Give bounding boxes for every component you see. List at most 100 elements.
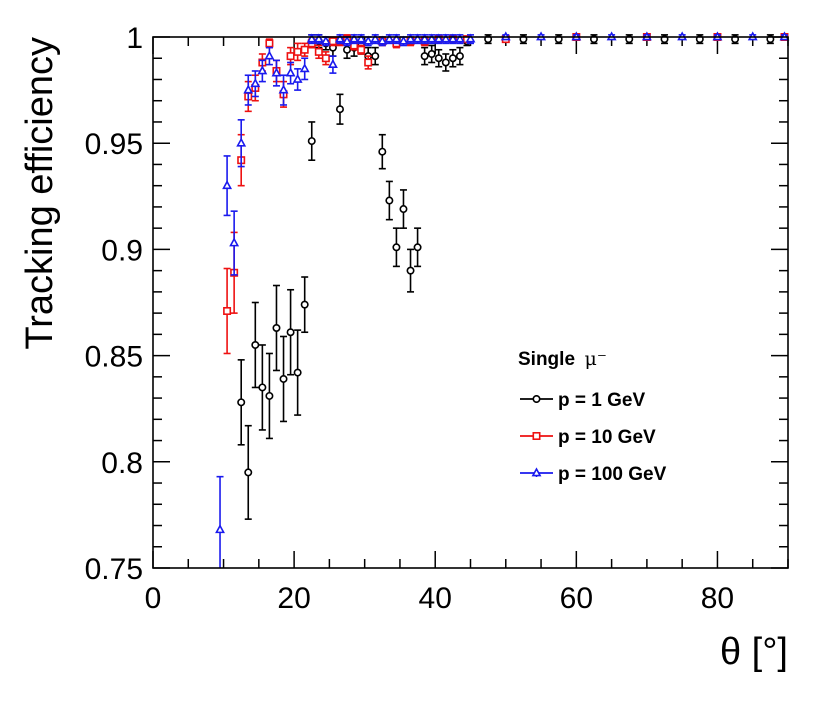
data-marker [349,33,360,43]
data-marker [399,205,408,214]
data-point [455,46,464,66]
data-marker [271,67,282,77]
data-point [356,33,367,45]
data-marker [377,35,388,45]
data-marker [307,137,316,146]
data-point [292,68,303,91]
data-marker [419,33,430,43]
data-marker [392,243,401,252]
data-marker [441,58,450,67]
data-point [405,33,416,45]
x-tick-label: 60 [560,582,593,615]
legend-marker [532,431,541,440]
data-marker [420,52,429,61]
data-marker [237,398,246,407]
data-marker [244,468,253,477]
axes: 0 20 40 60 80 0.75 0.8 0.85 0.9 0.95 1 [85,22,789,615]
data-point [589,34,598,45]
data-point [441,53,450,72]
data-marker [412,33,423,43]
data-point [454,33,465,45]
data-marker [357,45,366,54]
data-point [406,248,415,293]
data-marker [278,84,289,94]
data-point [257,59,268,83]
data-marker [320,35,331,45]
data-marker [440,33,451,43]
legend-entry: p = 10 GeV [520,427,656,448]
data-marker [300,45,309,54]
data-marker [384,33,395,43]
data-marker [250,78,261,88]
data-marker [265,391,274,400]
data-marker [314,47,323,56]
data-marker [279,374,288,383]
y-tick-label: 1 [126,22,143,55]
data-point [286,288,295,376]
legend-label: p = 10 GeV [558,427,656,448]
data-point [236,119,247,168]
x-tick-label: 40 [419,582,452,615]
data-marker [364,58,373,67]
data-marker [335,105,344,114]
data-marker [285,67,296,77]
legend-title: Single μ⁻ [518,348,607,370]
data-point [215,475,225,568]
legend-entry: p = 1 GeV [520,390,645,411]
legend-title-symbol: μ⁻ [584,348,606,370]
data-marker [378,147,387,156]
data-marker [342,35,352,45]
data-marker [293,47,302,56]
data-point [264,46,275,66]
data-marker [405,33,416,43]
data-marker [447,33,458,43]
plot-frame [152,36,789,569]
data-point [625,34,634,45]
data-point [293,329,302,416]
data-point [731,34,740,45]
data-point [222,155,233,217]
data-point [300,276,309,334]
data-marker [454,33,465,43]
data-point [370,33,381,45]
data-marker [300,300,309,309]
data-point [371,46,380,66]
data-point [237,359,246,446]
data-point [434,48,443,68]
legend-title-word: Single [518,349,575,370]
legend-marker [531,467,542,477]
data-marker [306,33,317,43]
y-tick-label: 0.8 [101,447,143,480]
legend-entry: p = 100 GeV [520,464,667,485]
data-marker [265,39,274,48]
x-axis-title: θ [°] [720,631,788,673]
data-point [244,424,253,520]
data-marker [335,33,345,43]
data-marker [363,35,374,45]
data-point [314,44,323,60]
data-marker [321,54,330,63]
y-axis-title: Tracking efficiency [19,37,61,350]
x-tick-label: 20 [277,582,310,615]
data-marker [223,306,232,315]
data-point [399,189,408,229]
data-point [554,34,563,45]
data-marker [328,37,337,46]
data-marker [465,33,476,43]
data-marker [385,196,394,205]
data-marker [398,35,409,45]
data-marker [433,33,444,43]
data-marker [243,84,254,94]
data-point [427,44,436,64]
data-marker [286,328,295,337]
data-point [660,34,669,45]
data-marker [455,52,464,61]
data-marker [251,340,260,349]
data-marker [236,137,247,147]
data-marker [371,52,380,61]
data-marker [293,368,302,377]
y-tick-label: 0.85 [85,341,143,374]
data-point [271,59,282,87]
y-tick-label: 0.95 [85,128,143,161]
data-point [378,133,387,170]
